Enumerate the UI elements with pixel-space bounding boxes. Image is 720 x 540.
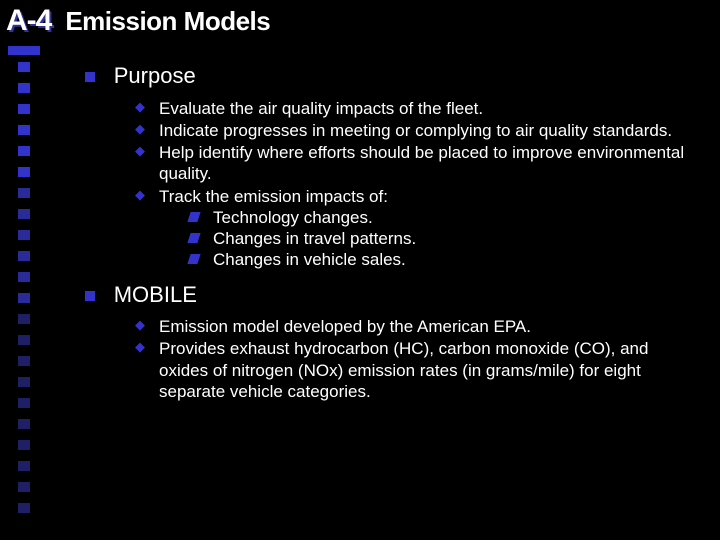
list-item-text: Indicate progresses in meeting or comply… <box>159 121 672 140</box>
stripe-square-icon <box>18 419 30 429</box>
stripe-big-block <box>8 46 40 55</box>
list-item: Track the emission impacts of: Technolog… <box>135 186 700 271</box>
list-item: Emission model developed by the American… <box>135 316 700 337</box>
list-item: Indicate progresses in meeting or comply… <box>135 120 700 141</box>
stripe-square-icon <box>18 377 30 387</box>
stripe-square-icon <box>18 398 30 408</box>
stripe-square-icon <box>18 482 30 492</box>
sub-list-item-text: Changes in vehicle sales. <box>213 250 406 269</box>
page-code: A-4 <box>6 4 51 38</box>
stripe-square-icon <box>18 293 30 303</box>
sub-list-item: Technology changes. <box>187 207 700 228</box>
stripe-square-icon <box>18 314 30 324</box>
square-bullet-icon <box>85 291 95 301</box>
section-heading: MOBILE <box>85 281 700 309</box>
bullet-list: Emission model developed by the American… <box>135 316 700 402</box>
stripe-square-icon <box>18 104 30 114</box>
sub-list-item: Changes in travel patterns. <box>187 228 700 249</box>
slide-header: A-4 Emission Models <box>6 4 270 38</box>
list-item-text: Track the emission impacts of: <box>159 187 388 206</box>
slide-title: Emission Models <box>65 6 270 37</box>
sub-list-item-text: Technology changes. <box>213 208 373 227</box>
stripe-square-icon <box>18 146 30 156</box>
slide-body: Purpose Evaluate the air quality impacts… <box>85 60 700 412</box>
stripe-square-icon <box>18 167 30 177</box>
bullet-list: Evaluate the air quality impacts of the … <box>135 98 700 271</box>
list-item-text: Evaluate the air quality impacts of the … <box>159 99 483 118</box>
sub-bullet-list: Technology changes. Changes in travel pa… <box>187 207 700 271</box>
stripe-square-icon <box>18 503 30 513</box>
left-decorative-stripe <box>0 0 48 540</box>
stripe-square-icon <box>18 335 30 345</box>
stripe-square-icon <box>18 230 30 240</box>
sub-list-item-text: Changes in travel patterns. <box>213 229 416 248</box>
stripe-square-icon <box>18 272 30 282</box>
list-item: Help identify where efforts should be pl… <box>135 142 700 185</box>
list-item-text: Help identify where efforts should be pl… <box>159 143 684 183</box>
list-item: Evaluate the air quality impacts of the … <box>135 98 700 119</box>
sub-list-item: Changes in vehicle sales. <box>187 249 700 270</box>
stripe-square-icon <box>18 251 30 261</box>
stripe-square-icon <box>18 356 30 366</box>
section-heading: Purpose <box>85 62 700 90</box>
stripe-square-icon <box>18 209 30 219</box>
list-item-text: Emission model developed by the American… <box>159 317 531 336</box>
stripe-square-icon <box>18 83 30 93</box>
stripe-square-icon <box>18 188 30 198</box>
list-item-text: Provides exhaust hydrocarbon (HC), carbo… <box>159 339 648 401</box>
stripe-square-icon <box>18 440 30 450</box>
square-bullet-icon <box>85 72 95 82</box>
stripe-square-icon <box>18 461 30 471</box>
list-item: Provides exhaust hydrocarbon (HC), carbo… <box>135 338 700 402</box>
section-label: Purpose <box>114 63 196 88</box>
slide: { "colors": { "background": "#000000", "… <box>0 0 720 540</box>
stripe-square-icon <box>18 125 30 135</box>
section-label: MOBILE <box>114 282 197 307</box>
stripe-square-icon <box>18 62 30 72</box>
